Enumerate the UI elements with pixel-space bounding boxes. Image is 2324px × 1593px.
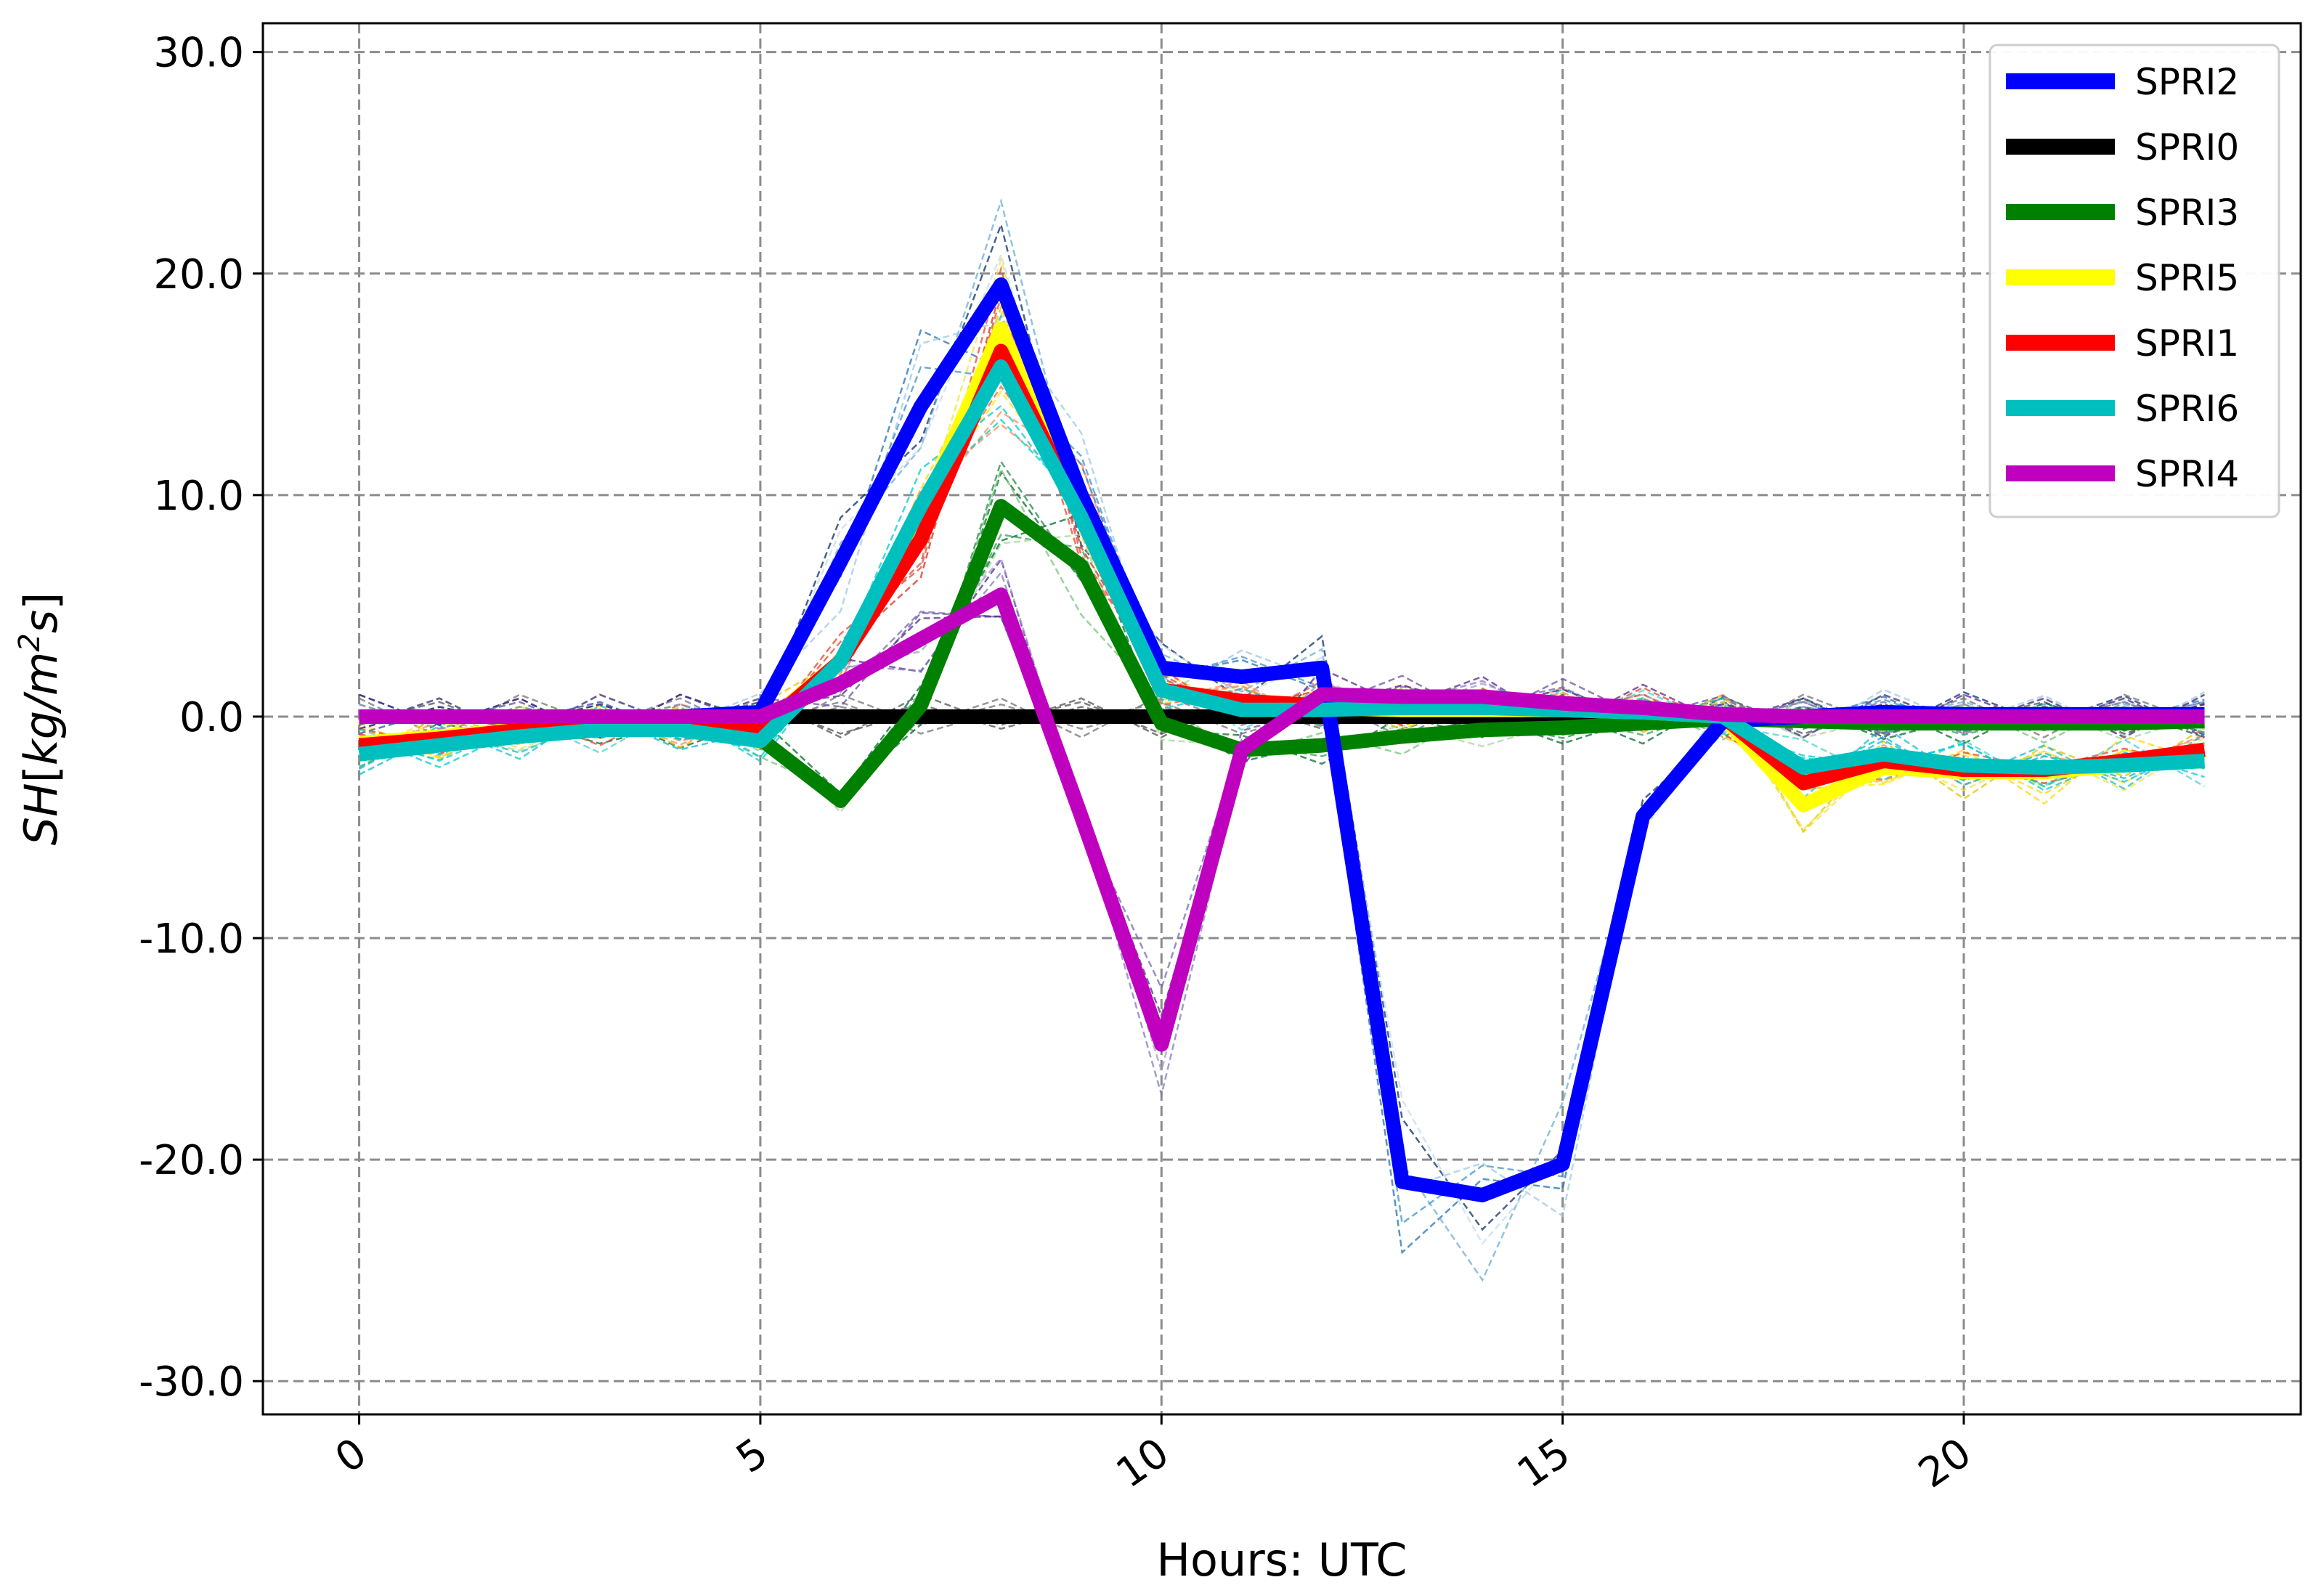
- y-axis-label-open-bracket: [: [15, 765, 68, 783]
- y-axis-ticks: 30.0 20.0 10.0 0.0 -10.0 -20.0 -30.0: [139, 30, 263, 1406]
- y-axis-label-symbol: SH: [15, 783, 68, 845]
- y-tick-label: -30.0: [139, 1358, 244, 1406]
- y-axis-label: SH[kg/m2s]: [13, 592, 68, 846]
- series-lines: [358, 277, 2206, 1202]
- legend-label: SPRI1: [2135, 322, 2239, 364]
- y-tick-label: 30.0: [153, 30, 244, 77]
- legend-label: SPRI6: [2135, 388, 2239, 430]
- y-axis-label-unit-tail: s: [15, 610, 68, 633]
- y-tick-label: 0.0: [179, 694, 244, 741]
- legend: SPRI2 SPRI0 SPRI3 SPRI5 SPRI1 SPRI6 SPRI4: [1988, 44, 2280, 518]
- legend-label: SPRI4: [2135, 453, 2239, 495]
- y-tick-label: -20.0: [139, 1137, 244, 1184]
- legend-label: SPRI0: [2135, 126, 2239, 168]
- y-axis-label-close-bracket: ]: [15, 592, 68, 610]
- legend-label: SPRI5: [2135, 257, 2239, 299]
- y-axis-label-unit: kg/m: [15, 652, 68, 766]
- plot-frame: [261, 22, 2302, 1416]
- legend-box: [1988, 44, 2280, 518]
- series-line-spri6: [358, 359, 2205, 775]
- y-tick-label: 20.0: [153, 251, 244, 298]
- y-tick-label: -10.0: [139, 916, 244, 963]
- legend-label: SPRI2: [2135, 61, 2239, 103]
- series-line-spri4: [359, 587, 2205, 1052]
- x-axis-label: Hours: UTC: [1156, 1533, 1407, 1586]
- y-axis-label-exponent: 2: [13, 633, 46, 651]
- y-tick-label: 10.0: [153, 473, 244, 520]
- legend-label: SPRI3: [2135, 192, 2239, 234]
- ensemble-member-line: [359, 329, 2205, 795]
